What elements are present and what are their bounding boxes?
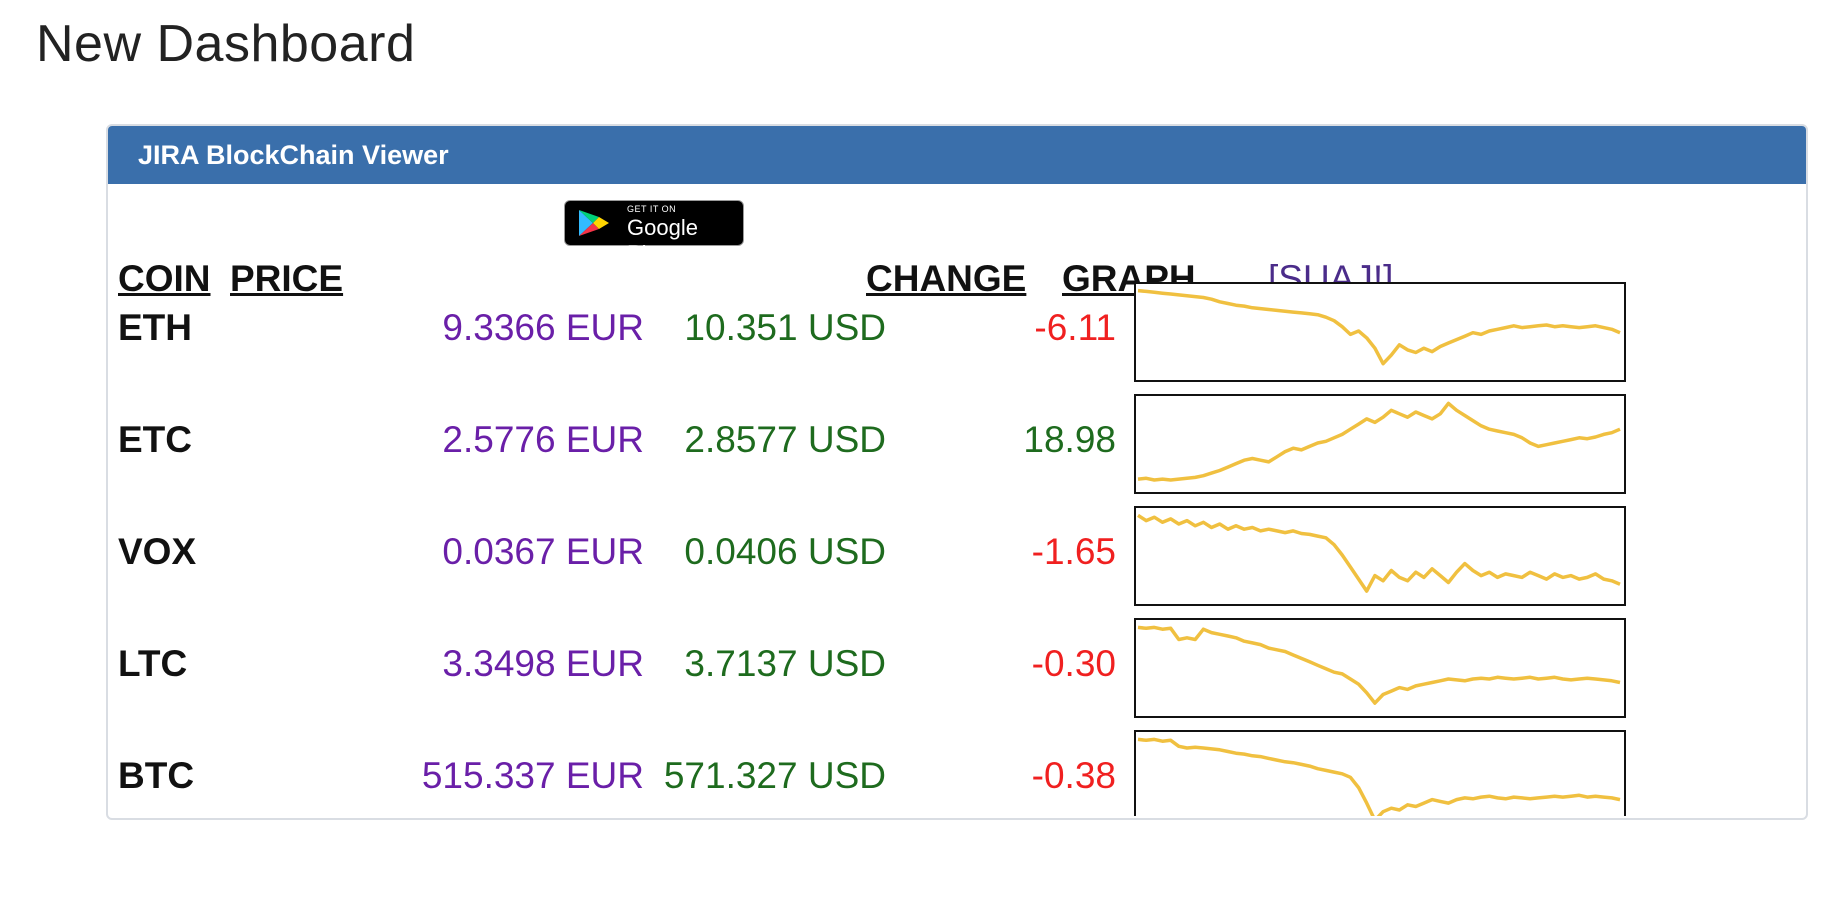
price-usd: 571.327 USD bbox=[663, 755, 886, 796]
coin-symbol: LTC bbox=[118, 643, 188, 684]
sparkline-svg bbox=[1137, 513, 1621, 593]
price-eur: 3.3498 EUR bbox=[442, 643, 644, 684]
blockchain-viewer-panel: JIRA BlockChain Viewer COIN PRICE GET IT… bbox=[106, 124, 1808, 820]
google-play-icon bbox=[579, 210, 609, 236]
sparkline-line bbox=[1137, 737, 1621, 816]
coin-row: BTC 515.337 EUR 571.327 USD -0.38 bbox=[108, 724, 1806, 816]
change-value: 18.98 bbox=[1023, 419, 1116, 460]
sparkline-svg bbox=[1137, 288, 1621, 366]
sparkline-graph bbox=[1134, 618, 1626, 718]
page-title: New Dashboard bbox=[36, 15, 416, 73]
price-eur: 0.0367 EUR bbox=[442, 531, 644, 572]
sparkline-graph bbox=[1134, 506, 1626, 606]
price-usd: 0.0406 USD bbox=[684, 531, 886, 572]
sparkline-svg bbox=[1137, 625, 1621, 705]
coin-row: ETH 9.3366 EUR 10.351 USD -6.11 bbox=[108, 276, 1806, 382]
price-usd: 10.351 USD bbox=[684, 307, 886, 348]
column-header-price: PRICE bbox=[230, 258, 344, 299]
sparkline-svg bbox=[1137, 737, 1621, 816]
sparkline-graph bbox=[1134, 730, 1626, 816]
google-play-small-text: GET IT ON bbox=[627, 204, 677, 214]
price-usd: 2.8577 USD bbox=[684, 419, 886, 460]
sparkline-line bbox=[1137, 401, 1621, 482]
panel-header: JIRA BlockChain Viewer bbox=[108, 126, 1806, 184]
coin-row: VOX 0.0367 EUR 0.0406 USD -1.65 bbox=[108, 500, 1806, 606]
change-value: -1.65 bbox=[1031, 531, 1116, 572]
sparkline-line bbox=[1137, 625, 1621, 705]
coin-row: ETC 2.5776 EUR 2.8577 USD 18.98 bbox=[108, 388, 1806, 494]
coin-symbol: BTC bbox=[118, 755, 195, 796]
google-play-badge[interactable]: GET IT ON Google Play bbox=[564, 200, 744, 266]
column-header-change: CHANGE bbox=[866, 258, 1027, 299]
sparkline-line bbox=[1137, 288, 1621, 366]
price-eur: 515.337 EUR bbox=[421, 755, 644, 796]
coin-symbol: VOX bbox=[118, 531, 197, 572]
panel-body: COIN PRICE GET IT ON Google Play CHANGE … bbox=[108, 184, 1806, 816]
change-value: -0.30 bbox=[1031, 643, 1116, 684]
coin-row: LTC 3.3498 EUR 3.7137 USD -0.30 bbox=[108, 612, 1806, 718]
sparkline-line bbox=[1137, 513, 1621, 593]
coin-symbol: ETH bbox=[118, 307, 192, 348]
sparkline-graph bbox=[1134, 394, 1626, 494]
coin-symbol: ETC bbox=[118, 419, 192, 460]
google-play-big-text: Google Play bbox=[627, 215, 698, 266]
price-eur: 2.5776 EUR bbox=[442, 419, 644, 460]
change-value: -6.11 bbox=[1034, 307, 1116, 348]
price-usd: 3.7137 USD bbox=[684, 643, 886, 684]
column-header-coin: COIN bbox=[118, 258, 211, 299]
change-value: -0.38 bbox=[1031, 755, 1116, 796]
sparkline-graph bbox=[1134, 282, 1626, 382]
price-eur: 9.3366 EUR bbox=[442, 307, 644, 348]
sparkline-svg bbox=[1137, 401, 1621, 482]
